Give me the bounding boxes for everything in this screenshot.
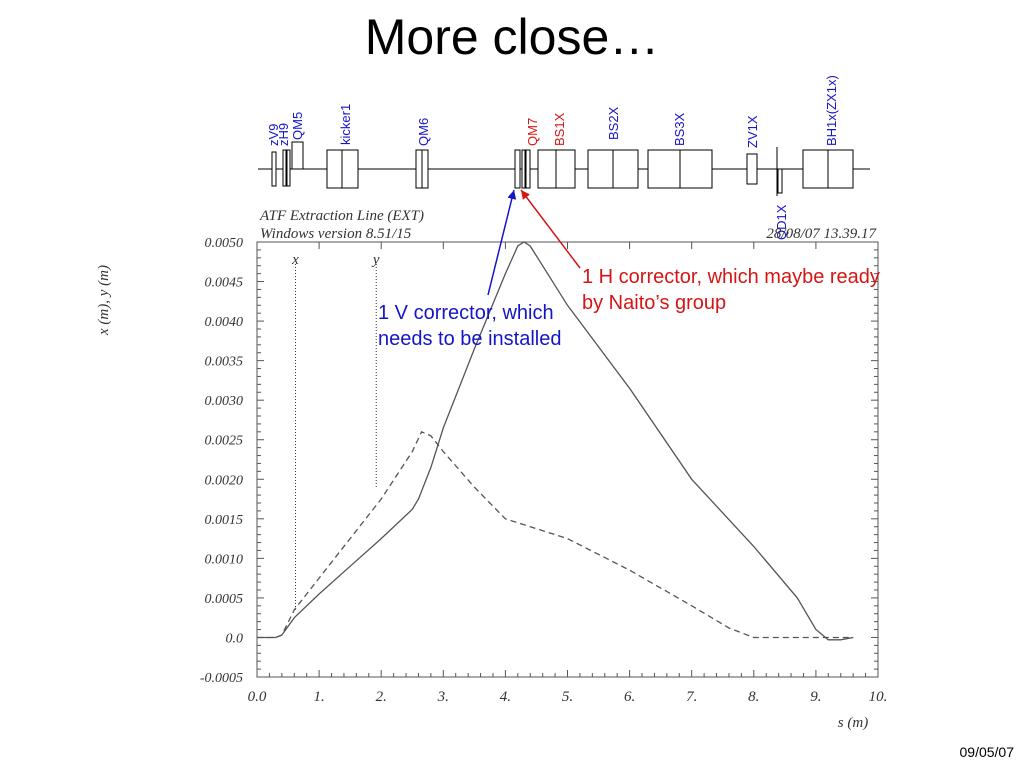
- y-tick-label: 0.0035: [205, 355, 244, 370]
- element-label-bs1x: BS1X: [552, 112, 567, 146]
- y-tick-label: 0.0010: [205, 552, 244, 567]
- series-y-line: [257, 430, 854, 639]
- x-tick-label: 8.: [748, 689, 759, 705]
- element-qm5: [291, 141, 304, 170]
- x-tick-label: 2.: [376, 689, 387, 705]
- element-label-qd1x: QD1X: [774, 204, 789, 240]
- y-tick-label: 0.0040: [205, 315, 244, 330]
- y-tick-label: 0.0015: [205, 513, 244, 528]
- beamline-elements: [271, 141, 854, 196]
- x-tick-label: 4.: [500, 689, 511, 705]
- x-axis-ticks: 0.0 1. 2. 3. 4. 5. 6. 7. 8. 9. 10.: [248, 242, 888, 705]
- y-tick-label: -0.0005: [200, 671, 243, 686]
- v-corrector-arrow: [487, 189, 517, 296]
- y-tick-label: 0.0005: [205, 592, 244, 607]
- element-qm7c: [525, 149, 531, 189]
- y-tick-label: 0.0045: [205, 276, 244, 291]
- x-tick-label: 3.: [437, 689, 449, 705]
- element-qm7b: [521, 149, 526, 189]
- y-tick-label: 0.0025: [205, 434, 244, 449]
- x-tick-label: 7.: [686, 689, 697, 705]
- x-tick-label: 0.0: [248, 689, 267, 705]
- y-tick-label: 0.0020: [205, 473, 244, 488]
- chart-version: Windows version 8.51/15: [260, 226, 412, 242]
- element-label-bs2x: BS2X: [606, 106, 621, 140]
- y-tick-label: 0.0: [226, 631, 244, 646]
- v-corrector-note: 1 V corrector, which needs to be install…: [378, 302, 562, 350]
- series-x-line: [257, 241, 854, 641]
- x-tick-label: 1.: [313, 689, 324, 705]
- x-tick-label: 6.: [624, 689, 635, 705]
- marker-label-y: y: [371, 252, 380, 268]
- element-label-qm5: QM5: [290, 112, 305, 140]
- x-tick-label: 9.: [810, 689, 821, 705]
- y-tick-label: 0.0050: [205, 236, 244, 251]
- h-corrector-note: 1 H corrector, which maybe ready by Nait…: [582, 266, 880, 314]
- element-zv9: [271, 151, 277, 187]
- element-zh9: [282, 149, 287, 187]
- element-label-zv1x: ZV1X: [745, 115, 760, 148]
- x-axis-label: s (m): [838, 715, 868, 731]
- element-label-bh1x-zx1x-: BH1x(ZX1x): [824, 75, 839, 146]
- element-label-kicker1: kicker1: [338, 104, 353, 145]
- element-qd1x: [777, 168, 783, 194]
- element-label-zh9: zH9: [276, 123, 291, 146]
- slide-date: 09/05/07: [959, 744, 1015, 760]
- h-corrector-arrow: [520, 189, 581, 269]
- element-label-qm6: QM6: [416, 118, 431, 146]
- chart-timestamp: 28/08/07 13.39.17: [766, 226, 877, 242]
- chart-program: ATF Extraction Line (EXT): [259, 208, 424, 224]
- element-label-bs3x: BS3X: [672, 112, 687, 146]
- y-tick-label: 0.0030: [205, 394, 244, 409]
- marker-label-x: x: [291, 252, 299, 268]
- y-axis-label: x (m), y (m): [96, 265, 112, 336]
- element-label-qm7: QM7: [525, 118, 540, 146]
- x-tick-label: 10.: [869, 689, 888, 705]
- slide-title: More close…: [364, 9, 660, 65]
- series-group: [257, 241, 854, 641]
- y-axis-ticks: -0.0005 0.0 0.0005 0.0010 0.0015 0.0020 0.0025…: [200, 236, 878, 686]
- element-label-zv9: zV9: [266, 124, 281, 146]
- element-zh9b: [286, 149, 291, 187]
- element-qm7: [514, 149, 521, 189]
- x-tick-label: 5.: [562, 689, 573, 705]
- element-zv1x: [746, 153, 758, 185]
